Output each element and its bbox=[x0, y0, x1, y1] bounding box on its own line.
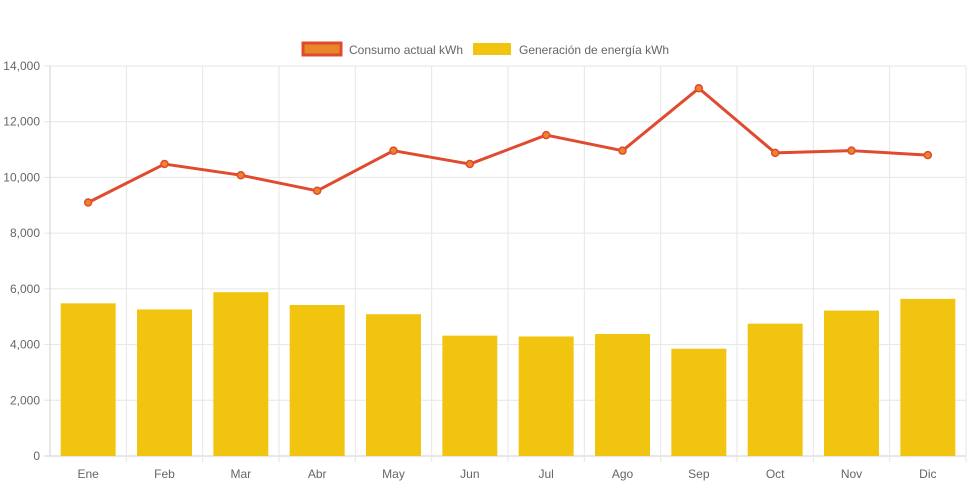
bar-dic[interactable] bbox=[900, 298, 956, 456]
point-ene[interactable] bbox=[83, 198, 93, 207]
point-ago[interactable] bbox=[618, 146, 627, 155]
bar-feb[interactable] bbox=[137, 309, 192, 456]
y-tick-label: 6,000 bbox=[10, 282, 40, 296]
bar-ene[interactable] bbox=[60, 303, 116, 456]
bar-mar[interactable] bbox=[213, 292, 269, 456]
bar-may[interactable] bbox=[366, 314, 421, 456]
legend-item-consumo[interactable]: Consumo actual kWh bbox=[301, 41, 463, 57]
legend[interactable]: Consumo actual kWh Generación de energía… bbox=[301, 41, 669, 57]
x-tick-label: Nov bbox=[841, 467, 862, 481]
x-tick-label: Sep bbox=[688, 467, 710, 481]
y-tick-label: 4,000 bbox=[10, 338, 40, 352]
bar-jun[interactable] bbox=[442, 335, 498, 456]
x-tick-label: Oct bbox=[766, 467, 785, 481]
bar-oct[interactable] bbox=[747, 323, 803, 456]
y-tick-label: 10,000 bbox=[3, 170, 40, 184]
point-jun[interactable] bbox=[465, 159, 475, 169]
point-nov[interactable] bbox=[847, 146, 856, 155]
y-tick-label: 2,000 bbox=[10, 393, 40, 407]
point-may[interactable] bbox=[389, 146, 398, 155]
bar-nov[interactable] bbox=[824, 310, 879, 456]
point-feb[interactable] bbox=[160, 159, 169, 169]
bar-abr[interactable] bbox=[289, 305, 345, 456]
x-axis: Ene Feb Mar Abr May Jun Jul Ago Sep Oct Nov Dic bbox=[77, 467, 936, 481]
consumo-line bbox=[87, 86, 928, 204]
x-tick-label: Abr bbox=[308, 467, 327, 481]
gridlines bbox=[44, 65, 967, 462]
x-tick-label: Mar bbox=[230, 467, 251, 481]
line-series bbox=[83, 84, 933, 207]
point-oct[interactable] bbox=[770, 148, 780, 158]
x-tick-label: Feb bbox=[154, 467, 175, 481]
legend-label-consumo: Consumo actual kWh bbox=[349, 43, 463, 57]
bar-jul[interactable] bbox=[518, 336, 574, 456]
point-sep[interactable] bbox=[694, 84, 704, 93]
y-tick-label: 0 bbox=[33, 449, 40, 463]
legend-swatch-generacion bbox=[473, 43, 511, 55]
point-dic[interactable] bbox=[923, 150, 933, 160]
x-tick-label: Dic bbox=[919, 467, 936, 481]
x-tick-label: May bbox=[382, 467, 405, 481]
point-mar[interactable] bbox=[236, 170, 246, 180]
point-jul[interactable] bbox=[541, 130, 551, 140]
x-tick-label: Jun bbox=[460, 467, 479, 481]
y-axis: 0 2,000 4,000 6,000 8,000 10,000 12,000 14,000 bbox=[3, 59, 40, 463]
x-tick-label: Ene bbox=[77, 467, 99, 481]
point-abr[interactable] bbox=[312, 186, 322, 196]
x-tick-label: Jul bbox=[538, 467, 553, 481]
bar-sep[interactable] bbox=[671, 348, 727, 456]
bar-ago[interactable] bbox=[595, 333, 650, 456]
legend-swatch-consumo bbox=[301, 41, 343, 57]
y-tick-label: 8,000 bbox=[10, 226, 40, 240]
x-tick-label: Ago bbox=[612, 467, 634, 481]
y-tick-label: 12,000 bbox=[3, 115, 40, 129]
bar-series bbox=[60, 292, 956, 456]
y-tick-label: 14,000 bbox=[3, 59, 40, 73]
legend-item-generacion[interactable]: Generación de energía kWh bbox=[473, 43, 669, 57]
legend-label-generacion: Generación de energía kWh bbox=[519, 43, 669, 57]
